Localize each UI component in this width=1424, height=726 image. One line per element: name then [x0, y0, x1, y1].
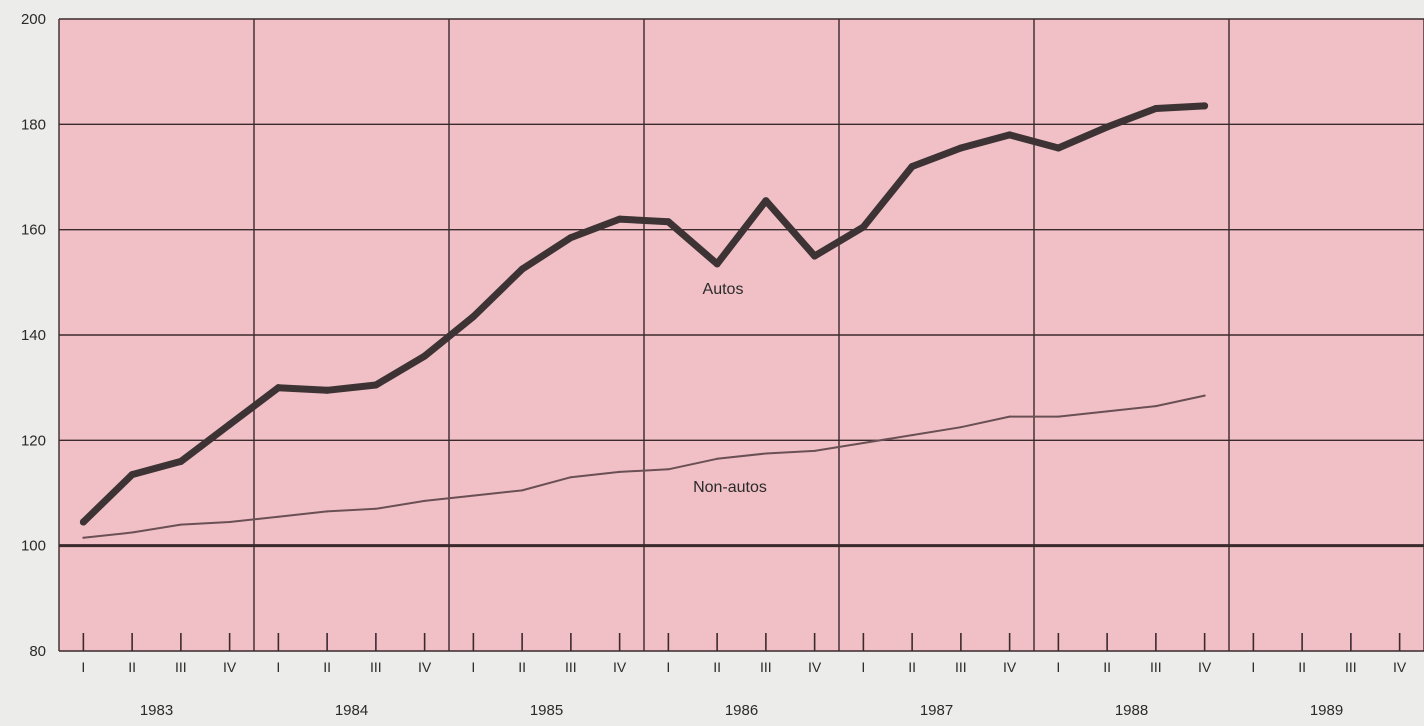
point-non-autos-20 [1057, 415, 1060, 418]
quarter-label-15: IV [808, 659, 822, 675]
year-label-1984: 1984 [335, 702, 368, 719]
series-label-autos: Autos [703, 281, 744, 298]
quarter-label-16: I [861, 659, 865, 675]
quarter-label-17: II [908, 659, 916, 675]
year-label-1985: 1985 [530, 702, 563, 719]
x-axis: I II III IV I II III IV I II III IV I II III IV I II III IV… [81, 633, 1407, 719]
y-tick-label-200: 200 [21, 11, 46, 28]
point-non-autos-23 [1203, 394, 1206, 397]
quarter-label-13: II [713, 659, 721, 675]
quarter-label-20: I [1056, 659, 1060, 675]
y-axis: 80 100 120 140 160 180 200 [21, 11, 46, 660]
point-autos-0 [79, 518, 87, 526]
point-non-autos-19 [1008, 415, 1011, 418]
point-autos-23 [1201, 102, 1209, 110]
quarter-label-6: III [370, 659, 382, 675]
y-tick-label-80: 80 [29, 643, 46, 660]
quarter-label-23: IV [1198, 659, 1212, 675]
quarter-label-26: III [1345, 659, 1357, 675]
point-autos-7 [421, 352, 429, 360]
point-non-autos-22 [1154, 405, 1157, 408]
quarter-label-2: III [175, 659, 187, 675]
point-non-autos-3 [228, 520, 231, 523]
quarter-label-27: IV [1393, 659, 1407, 675]
point-non-autos-16 [862, 441, 865, 444]
point-autos-19 [1006, 131, 1014, 139]
point-autos-13 [713, 260, 721, 268]
point-non-autos-4 [277, 515, 280, 518]
point-autos-11 [616, 215, 624, 223]
point-autos-14 [762, 197, 770, 205]
point-autos-12 [664, 218, 672, 226]
quarter-label-3: IV [223, 659, 237, 675]
point-autos-2 [177, 457, 185, 465]
point-non-autos-17 [911, 434, 914, 437]
point-autos-10 [567, 234, 575, 242]
quarter-label-12: I [666, 659, 670, 675]
point-non-autos-14 [764, 452, 767, 455]
series-label-non-autos: Non-autos [693, 479, 767, 496]
point-autos-22 [1152, 105, 1160, 113]
point-non-autos-6 [374, 507, 377, 510]
quarter-label-19: IV [1003, 659, 1017, 675]
quarter-label-25: II [1298, 659, 1306, 675]
year-label-1988: 1988 [1115, 702, 1148, 719]
point-non-autos-0 [82, 536, 85, 539]
quarter-label-14: III [760, 659, 772, 675]
point-non-autos-11 [618, 470, 621, 473]
quarter-label-21: II [1103, 659, 1111, 675]
y-tick-label-120: 120 [21, 432, 46, 449]
year-label-1983: 1983 [140, 702, 173, 719]
y-tick-label-160: 160 [21, 222, 46, 239]
point-non-autos-13 [716, 457, 719, 460]
y-tick-label-140: 140 [21, 327, 46, 344]
year-label-1987: 1987 [920, 702, 953, 719]
quarter-label-22: III [1150, 659, 1162, 675]
point-autos-1 [128, 471, 136, 479]
year-label-1989: 1989 [1310, 702, 1343, 719]
point-autos-18 [957, 144, 965, 152]
quarter-label-10: III [565, 659, 577, 675]
point-non-autos-18 [959, 426, 962, 429]
point-non-autos-12 [667, 468, 670, 471]
point-non-autos-7 [423, 499, 426, 502]
point-non-autos-10 [569, 476, 572, 479]
point-autos-3 [226, 421, 234, 429]
point-non-autos-2 [179, 523, 182, 526]
quarter-label-1: II [128, 659, 136, 675]
point-autos-21 [1103, 123, 1111, 131]
point-autos-8 [469, 313, 477, 321]
point-autos-5 [323, 386, 331, 394]
quarter-label-0: I [81, 659, 85, 675]
point-non-autos-21 [1106, 410, 1109, 413]
quarter-label-4: I [276, 659, 280, 675]
y-tick-label-180: 180 [21, 116, 46, 133]
quarter-label-7: IV [418, 659, 432, 675]
quarter-label-24: I [1251, 659, 1255, 675]
point-autos-20 [1054, 144, 1062, 152]
quarter-label-11: IV [613, 659, 627, 675]
point-autos-6 [372, 381, 380, 389]
quarter-label-18: III [955, 659, 967, 675]
y-tick-label-100: 100 [21, 538, 46, 555]
point-non-autos-15 [813, 449, 816, 452]
series-line-non-autos [82, 394, 1206, 539]
point-autos-15 [811, 252, 819, 260]
series-line-autos [79, 102, 1209, 526]
series-lines [79, 102, 1209, 539]
point-autos-16 [859, 223, 867, 231]
point-non-autos-8 [472, 494, 475, 497]
year-label-1986: 1986 [725, 702, 758, 719]
point-non-autos-5 [326, 510, 329, 513]
quarter-label-5: II [323, 659, 331, 675]
point-non-autos-9 [521, 489, 524, 492]
point-autos-4 [274, 384, 282, 392]
point-autos-9 [518, 265, 526, 273]
quarter-label-8: I [471, 659, 475, 675]
point-autos-17 [908, 162, 916, 170]
quarter-label-9: II [518, 659, 526, 675]
point-non-autos-1 [131, 531, 134, 534]
